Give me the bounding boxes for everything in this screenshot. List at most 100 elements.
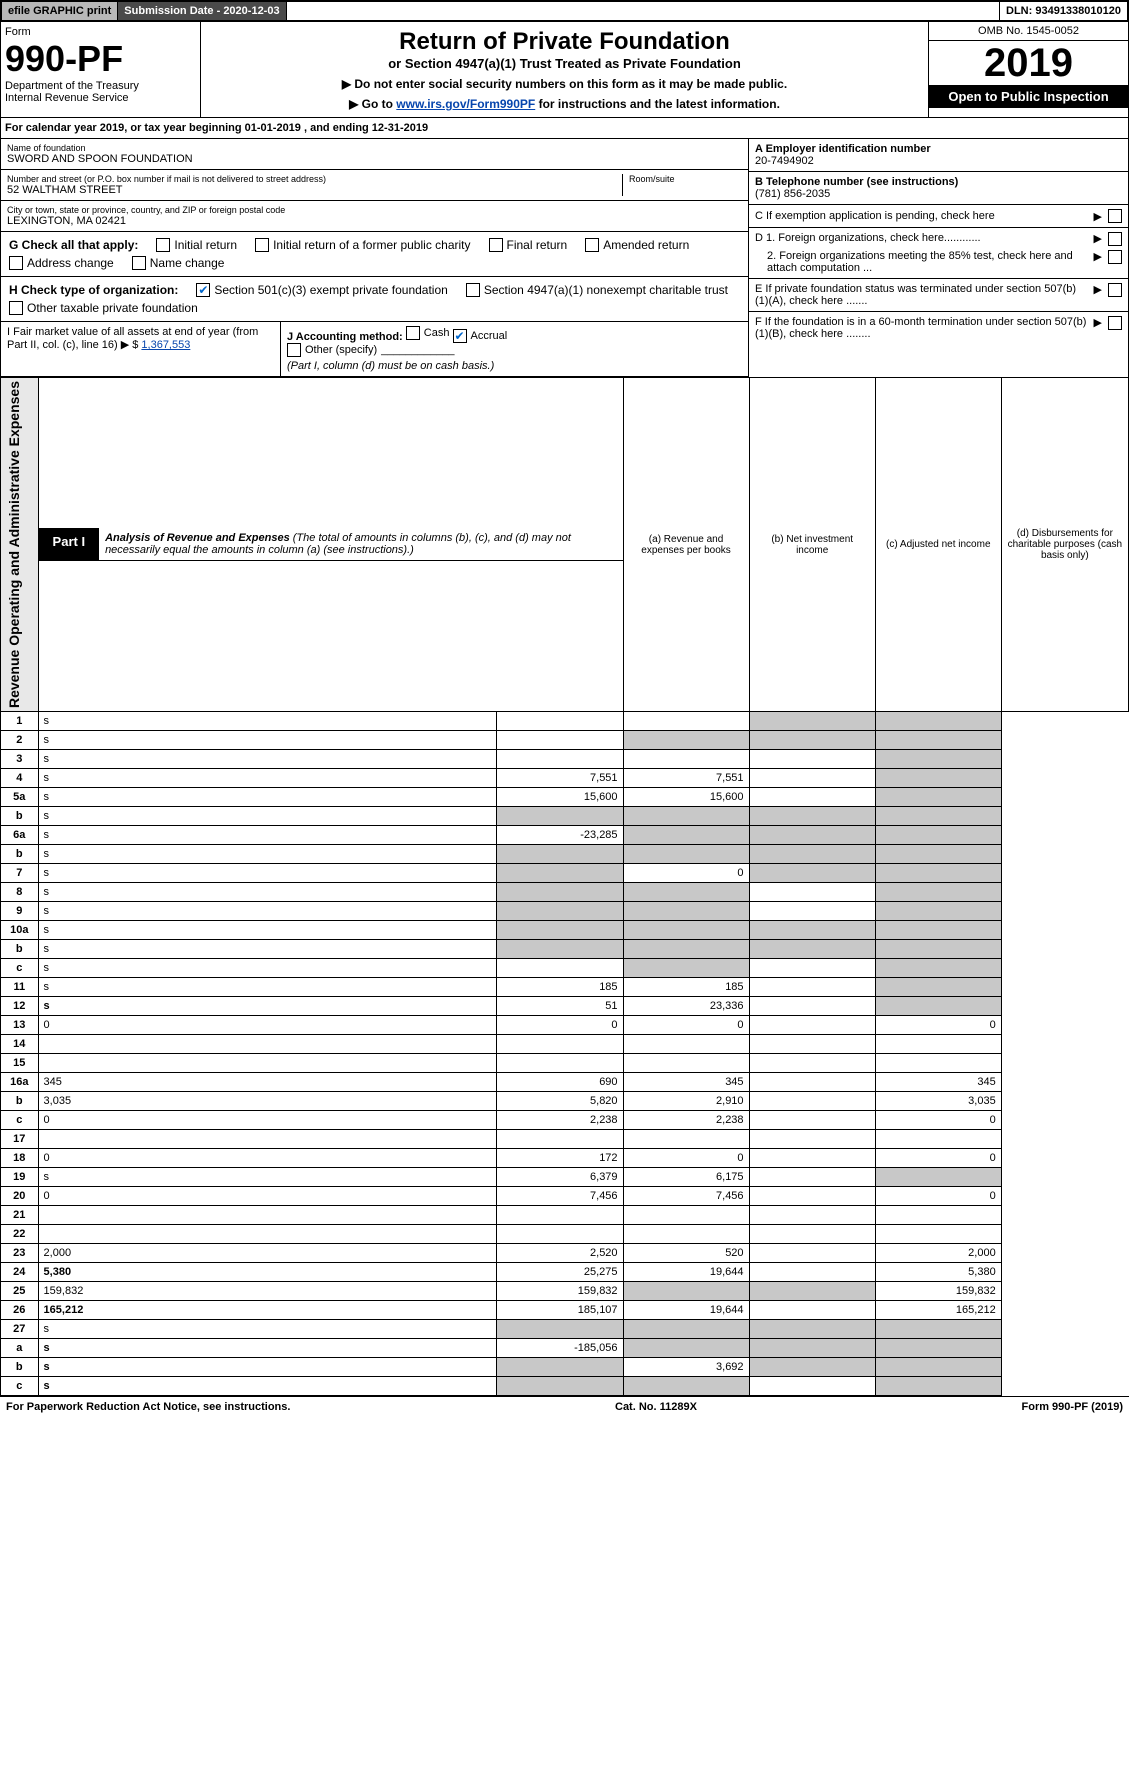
col-b-hdr: (b) Net investment income: [749, 378, 875, 712]
row-num: 18: [1, 1149, 39, 1168]
chk-4947[interactable]: [466, 283, 480, 297]
chk-d1[interactable]: [1108, 232, 1122, 246]
side-label: Revenue Operating and Administrative Exp…: [6, 381, 22, 708]
row-num: 19: [1, 1168, 39, 1187]
cell-a: -185,056: [497, 1339, 623, 1358]
cell-c: [749, 1149, 875, 1168]
chk-e[interactable]: [1108, 283, 1122, 297]
chk-c[interactable]: [1108, 209, 1122, 223]
cell-c: [749, 1263, 875, 1282]
chk-amended[interactable]: [585, 238, 599, 252]
d1-label: D 1. Foreign organizations, check here..…: [755, 232, 1088, 246]
row-num: 8: [1, 883, 39, 902]
table-row: bs: [1, 940, 1129, 959]
cell-c: [749, 959, 875, 978]
cell-c: [749, 1035, 875, 1054]
footer-left: For Paperwork Reduction Act Notice, see …: [6, 1401, 290, 1413]
cell-c: [749, 1016, 875, 1035]
chk-namechg[interactable]: [132, 256, 146, 270]
efile-btn[interactable]: efile GRAPHIC print: [2, 2, 118, 20]
chk-accrual[interactable]: [453, 329, 467, 343]
cell-c: [749, 826, 875, 845]
chk-final[interactable]: [489, 238, 503, 252]
row-num: 11: [1, 978, 39, 997]
part1-title: Analysis of Revenue and Expenses: [105, 532, 290, 544]
cell-d: [875, 1339, 1001, 1358]
cell-d: [875, 883, 1001, 902]
row-desc: s: [38, 921, 497, 940]
cell-d: [875, 1358, 1001, 1377]
i-fmv: I Fair market value of all assets at end…: [1, 322, 281, 376]
row-num: 5a: [1, 788, 39, 807]
chk-cash[interactable]: [406, 326, 420, 340]
row-num: 23: [1, 1244, 39, 1263]
cell-a: [497, 750, 623, 769]
chk-501c3[interactable]: [196, 283, 210, 297]
cell-d: 5,380: [875, 1263, 1001, 1282]
chk-f[interactable]: [1108, 316, 1122, 330]
row-desc: 345: [38, 1073, 497, 1092]
row-desc: s: [38, 883, 497, 902]
f-label: F If the foundation is in a 60-month ter…: [755, 316, 1088, 340]
cell-c: [749, 1111, 875, 1130]
chk-initial[interactable]: [156, 238, 170, 252]
row-desc: 3,035: [38, 1092, 497, 1111]
chk-other-acct[interactable]: [287, 343, 301, 357]
table-row: 2s: [1, 731, 1129, 750]
row-desc: s: [38, 1320, 497, 1339]
cell-a: [497, 1377, 623, 1396]
cell-a: 15,600: [497, 788, 623, 807]
row-num: 10a: [1, 921, 39, 940]
cell-a: 6,379: [497, 1168, 623, 1187]
cell-d: [875, 1206, 1001, 1225]
table-row: 1s: [1, 712, 1129, 731]
cell-c: [749, 1301, 875, 1320]
row-num: 22: [1, 1225, 39, 1244]
chk-d2[interactable]: [1108, 250, 1122, 264]
table-row: 16a345690345345: [1, 1073, 1129, 1092]
cell-b: [623, 1206, 749, 1225]
cell-c: [749, 902, 875, 921]
table-row: 22: [1, 1225, 1129, 1244]
cell-c: [749, 1244, 875, 1263]
irs-link[interactable]: www.irs.gov/Form990PF: [396, 97, 535, 111]
cell-b: [623, 712, 749, 731]
cell-a: 185: [497, 978, 623, 997]
row-desc: [38, 1225, 497, 1244]
cell-b: [623, 731, 749, 750]
fmv-value: 1,367,553: [141, 339, 190, 351]
chk-addrchg[interactable]: [9, 256, 23, 270]
note-ssn: ▶ Do not enter social security numbers o…: [207, 77, 922, 91]
cell-c: [749, 807, 875, 826]
cell-a: 0: [497, 1016, 623, 1035]
cell-b: 2,238: [623, 1111, 749, 1130]
cell-a: 7,456: [497, 1187, 623, 1206]
cell-b: 0: [623, 864, 749, 883]
cell-c: [749, 1320, 875, 1339]
chk-other-tax[interactable]: [9, 301, 23, 315]
cell-d: [875, 978, 1001, 997]
h-checks: H Check type of organization: Section 50…: [1, 277, 748, 322]
cell-a: [497, 883, 623, 902]
cell-d: [875, 902, 1001, 921]
cell-c: [749, 1339, 875, 1358]
chk-initial-former[interactable]: [255, 238, 269, 252]
cell-a: [497, 921, 623, 940]
table-row: 17: [1, 1130, 1129, 1149]
open-public: Open to Public Inspection: [929, 85, 1128, 108]
cell-b: 19,644: [623, 1263, 749, 1282]
cell-b: 0: [623, 1149, 749, 1168]
cell-d: [875, 845, 1001, 864]
cell-c: [749, 864, 875, 883]
cell-c: [749, 921, 875, 940]
street-address: 52 WALTHAM STREET: [7, 184, 622, 196]
cell-d: [875, 769, 1001, 788]
table-row: 18017200: [1, 1149, 1129, 1168]
table-row: cs: [1, 1377, 1129, 1396]
row-num: 21: [1, 1206, 39, 1225]
tel-value: (781) 856-2035: [755, 188, 830, 200]
cell-d: 345: [875, 1073, 1001, 1092]
cell-d: [875, 807, 1001, 826]
cell-a: [497, 731, 623, 750]
row-num: a: [1, 1339, 39, 1358]
